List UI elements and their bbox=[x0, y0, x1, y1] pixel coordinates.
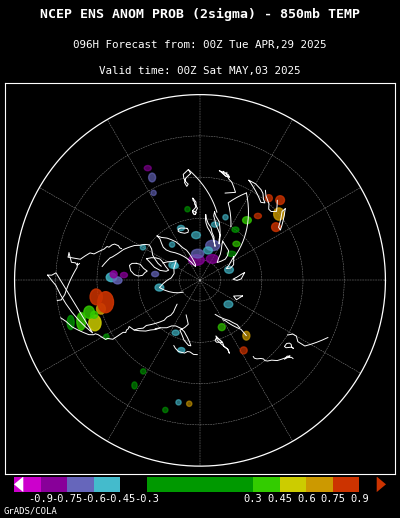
Ellipse shape bbox=[206, 240, 220, 251]
Ellipse shape bbox=[132, 382, 137, 389]
Bar bbox=[67, 477, 94, 492]
Ellipse shape bbox=[212, 222, 218, 227]
Ellipse shape bbox=[89, 315, 101, 331]
Bar bbox=[253, 477, 280, 492]
Text: 0.45: 0.45 bbox=[267, 494, 292, 505]
Ellipse shape bbox=[272, 223, 280, 232]
Text: -0.3: -0.3 bbox=[134, 494, 159, 505]
Text: -0.75: -0.75 bbox=[52, 494, 83, 505]
Ellipse shape bbox=[113, 277, 122, 284]
Bar bbox=[333, 477, 360, 492]
Ellipse shape bbox=[232, 227, 239, 232]
Ellipse shape bbox=[155, 284, 164, 291]
Ellipse shape bbox=[265, 195, 272, 202]
Ellipse shape bbox=[176, 400, 181, 405]
Ellipse shape bbox=[151, 190, 156, 195]
Ellipse shape bbox=[243, 332, 250, 340]
Ellipse shape bbox=[77, 312, 86, 330]
Ellipse shape bbox=[172, 263, 178, 268]
Ellipse shape bbox=[218, 324, 225, 330]
Ellipse shape bbox=[140, 244, 146, 250]
Bar bbox=[280, 477, 306, 492]
Ellipse shape bbox=[178, 348, 185, 353]
Ellipse shape bbox=[110, 271, 117, 278]
Ellipse shape bbox=[152, 271, 159, 277]
Ellipse shape bbox=[206, 254, 218, 263]
Ellipse shape bbox=[106, 273, 117, 282]
Text: Valid time: 00Z Sat MAY,03 2025: Valid time: 00Z Sat MAY,03 2025 bbox=[99, 66, 301, 76]
Bar bbox=[306, 477, 333, 492]
Text: 096H Forecast from: 00Z Tue APR,29 2025: 096H Forecast from: 00Z Tue APR,29 2025 bbox=[73, 40, 327, 50]
Ellipse shape bbox=[192, 249, 204, 258]
Text: 0.6: 0.6 bbox=[297, 494, 316, 505]
Ellipse shape bbox=[223, 214, 228, 220]
Bar bbox=[120, 477, 147, 492]
Ellipse shape bbox=[91, 311, 98, 319]
Polygon shape bbox=[14, 477, 23, 492]
Text: -0.6: -0.6 bbox=[81, 494, 106, 505]
Text: NCEP ENS ANOM PROB (2sigma) - 850mb TEMP: NCEP ENS ANOM PROB (2sigma) - 850mb TEMP bbox=[40, 8, 360, 21]
Polygon shape bbox=[377, 477, 386, 492]
Ellipse shape bbox=[84, 306, 94, 319]
Ellipse shape bbox=[67, 315, 74, 329]
Ellipse shape bbox=[90, 289, 102, 305]
Ellipse shape bbox=[188, 255, 204, 265]
Ellipse shape bbox=[240, 347, 247, 354]
Ellipse shape bbox=[98, 292, 114, 313]
Ellipse shape bbox=[169, 262, 178, 268]
Ellipse shape bbox=[224, 301, 233, 308]
Ellipse shape bbox=[185, 207, 190, 212]
Text: 0.3: 0.3 bbox=[244, 494, 262, 505]
Ellipse shape bbox=[254, 213, 262, 219]
Ellipse shape bbox=[274, 208, 284, 220]
Ellipse shape bbox=[172, 330, 179, 335]
Text: -0.45: -0.45 bbox=[105, 494, 136, 505]
Ellipse shape bbox=[242, 217, 251, 224]
Bar bbox=[40, 477, 67, 492]
Ellipse shape bbox=[170, 242, 175, 247]
Ellipse shape bbox=[120, 272, 128, 278]
Ellipse shape bbox=[233, 241, 240, 247]
Bar bbox=[14, 477, 40, 492]
Text: 0.9: 0.9 bbox=[350, 494, 369, 505]
Bar bbox=[94, 477, 120, 492]
Ellipse shape bbox=[163, 407, 168, 413]
Bar bbox=[147, 477, 253, 492]
Ellipse shape bbox=[149, 173, 156, 182]
Ellipse shape bbox=[225, 266, 234, 274]
Ellipse shape bbox=[104, 334, 109, 339]
Ellipse shape bbox=[140, 369, 146, 374]
Ellipse shape bbox=[204, 247, 212, 254]
Ellipse shape bbox=[192, 232, 200, 239]
Ellipse shape bbox=[227, 251, 236, 256]
Ellipse shape bbox=[186, 401, 192, 407]
Text: 0.75: 0.75 bbox=[320, 494, 345, 505]
Ellipse shape bbox=[178, 225, 184, 231]
Ellipse shape bbox=[96, 304, 105, 314]
Ellipse shape bbox=[276, 196, 284, 205]
Text: -0.9: -0.9 bbox=[28, 494, 53, 505]
Ellipse shape bbox=[144, 166, 151, 171]
Text: GrADS/COLA: GrADS/COLA bbox=[4, 507, 58, 515]
